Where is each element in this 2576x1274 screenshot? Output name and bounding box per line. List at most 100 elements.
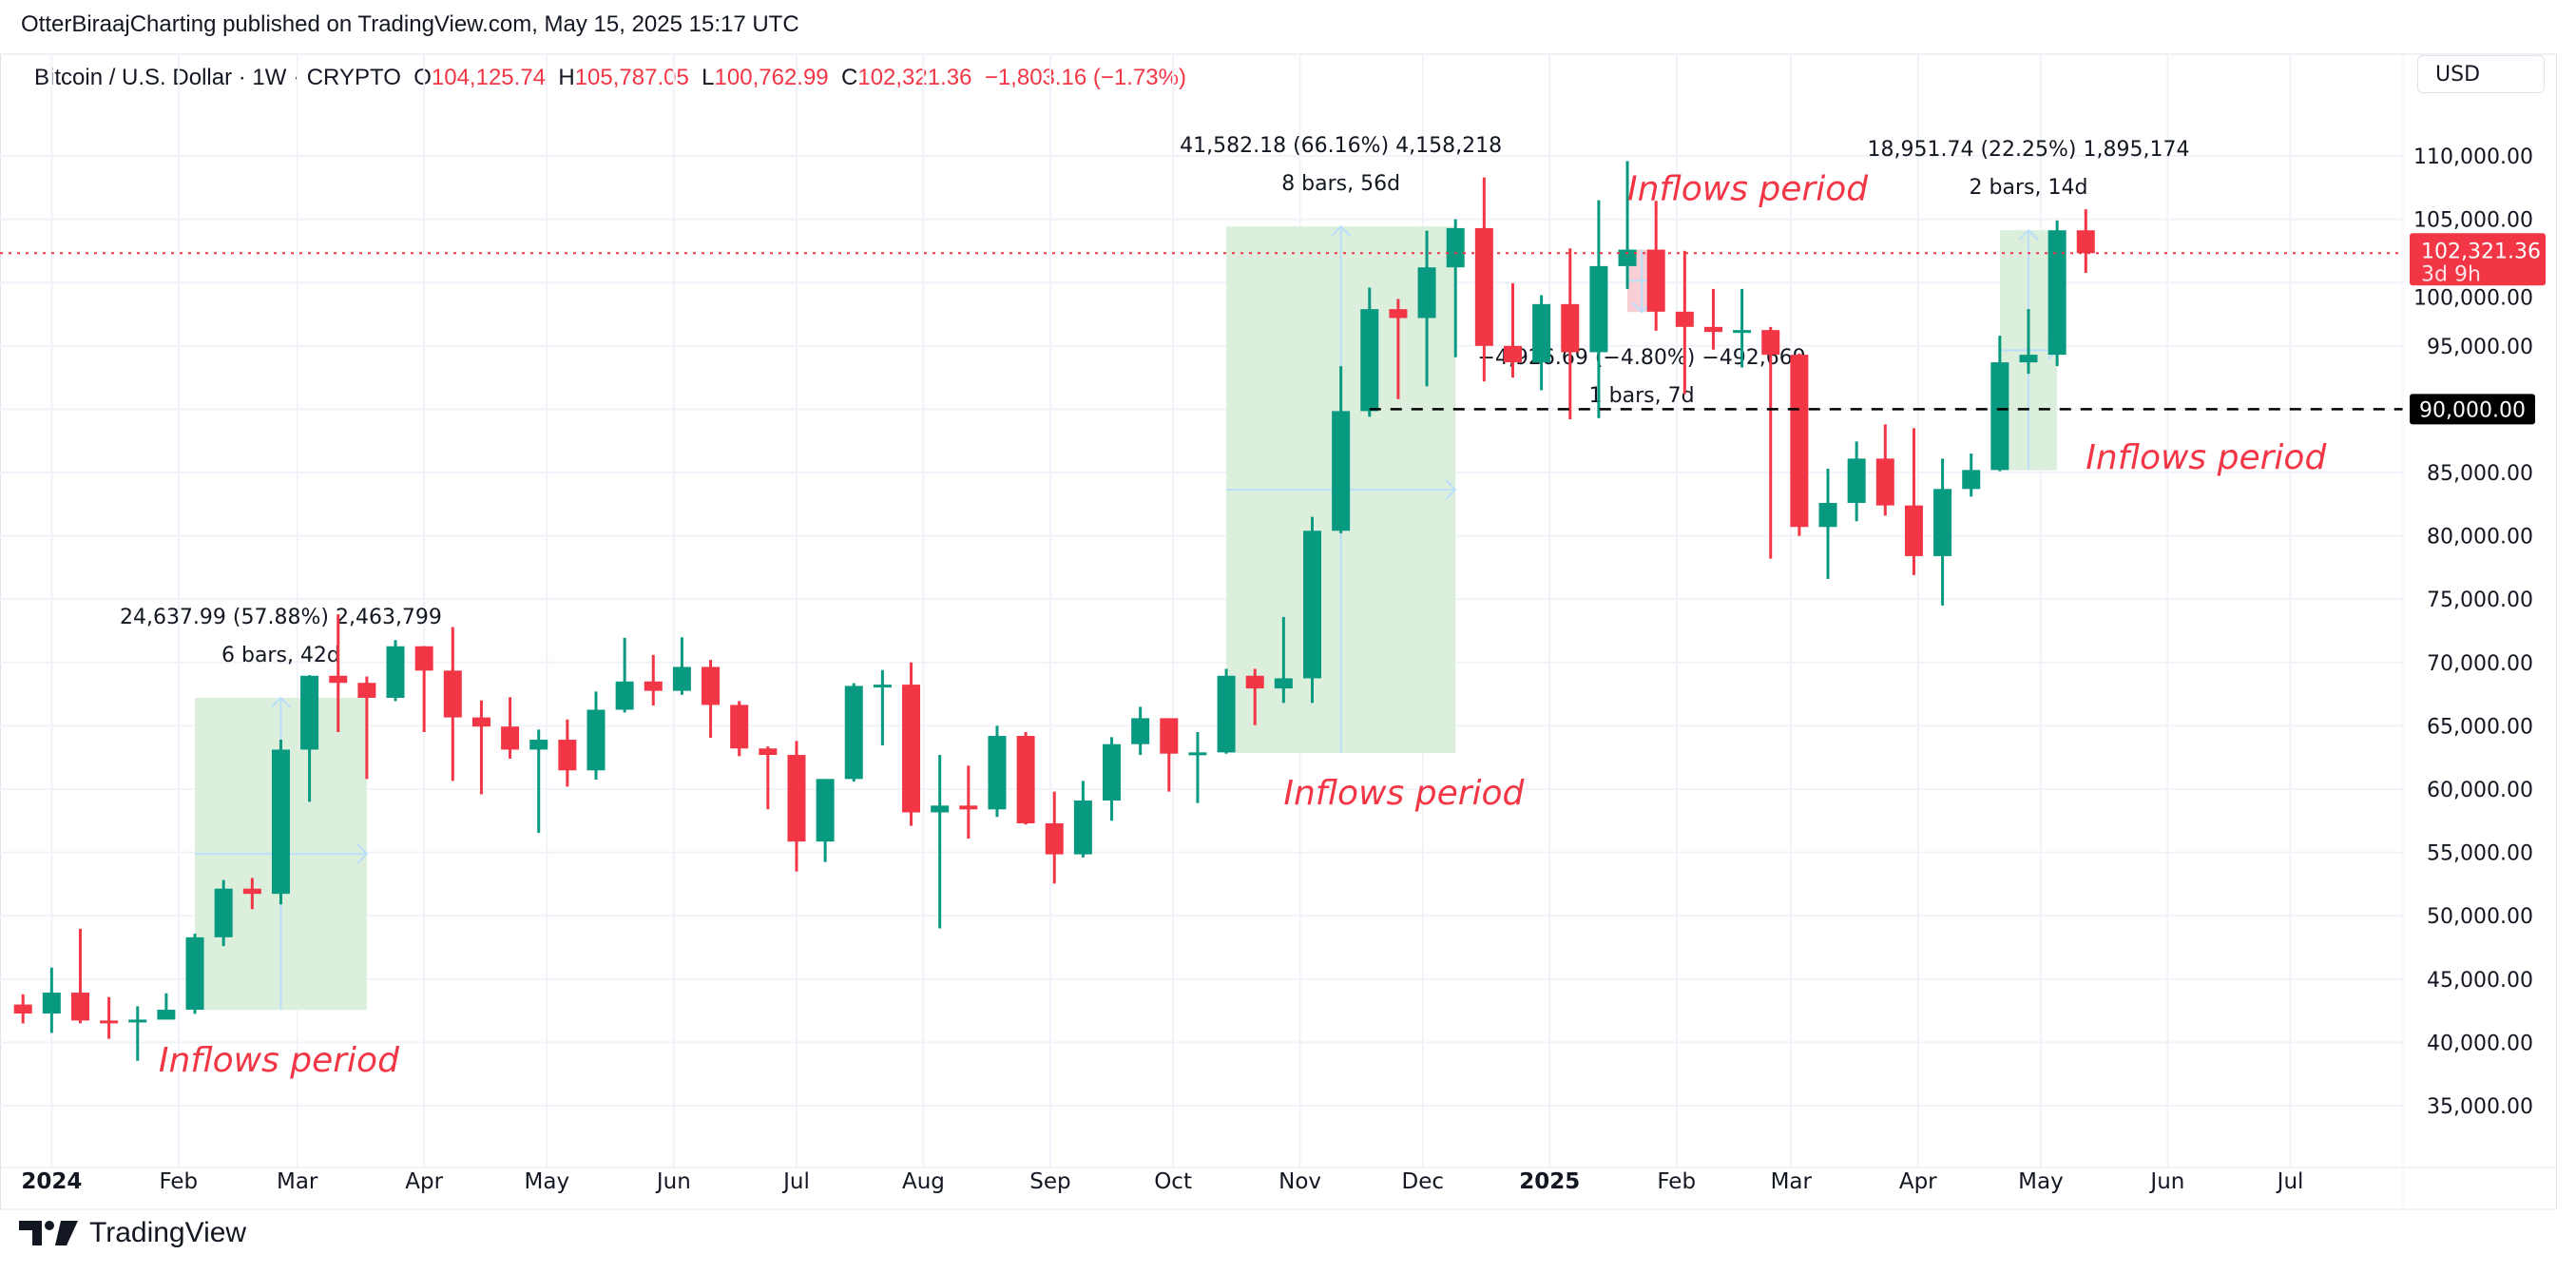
candle: [2019, 309, 2038, 375]
currency-button[interactable]: USD: [2417, 55, 2545, 93]
candle: [1360, 287, 1379, 417]
candle-body: [300, 675, 319, 750]
x-tick-label: 2025: [1519, 1169, 1580, 1194]
candle-body: [787, 755, 806, 842]
candle: [1589, 200, 1608, 418]
x-tick-label: Feb: [1657, 1169, 1696, 1194]
candle: [1245, 668, 1264, 725]
x-tick-label: Oct: [1154, 1169, 1192, 1194]
candle: [1962, 454, 1981, 497]
candle-body: [157, 1010, 176, 1020]
x-tick-label: Nov: [1278, 1169, 1321, 1194]
candle: [2047, 220, 2067, 367]
candle-body: [1733, 330, 1752, 334]
candle-body: [2019, 355, 2038, 363]
candle-body: [70, 993, 89, 1021]
candle-body: [1990, 362, 2009, 471]
candle-body: [672, 666, 691, 691]
axes: 110,000.00 105,000.00 100,000.00 95,000.00 8…: [0, 54, 2557, 1210]
candle: [1532, 295, 1551, 391]
candle-body: [1761, 330, 1780, 356]
candle: [100, 996, 119, 1039]
y-tick-label: 40,000.00: [2427, 1032, 2533, 1055]
x-tick-label: Jul: [781, 1169, 810, 1194]
candle: [1733, 288, 1752, 368]
candle: [1618, 161, 1637, 289]
y-tick-label: 60,000.00: [2427, 779, 2533, 802]
symbol-name[interactable]: Bitcoin / U.S. Dollar · 1W · CRYPTO: [34, 65, 401, 90]
candle-body: [1474, 227, 1493, 346]
candle-body: [1618, 249, 1637, 266]
tradingview-logo-icon: [19, 1221, 78, 1245]
y-tick-label: 100,000.00: [2413, 286, 2533, 310]
candle-body: [357, 683, 376, 698]
y-tick-label: 85,000.00: [2427, 462, 2533, 486]
candle: [214, 879, 233, 947]
y-tick-label: 80,000.00: [2427, 526, 2533, 550]
y-tick-label: 75,000.00: [2427, 589, 2533, 612]
candle: [1274, 616, 1293, 704]
candle: [1875, 424, 1894, 516]
x-tick-label: 2024: [21, 1169, 82, 1194]
y-tick-label: 70,000.00: [2427, 652, 2533, 676]
x-tick-label: Dec: [1401, 1169, 1444, 1194]
candle-body: [13, 1004, 32, 1014]
candle-body: [501, 726, 520, 750]
range-measurements[interactable]: 24,637.99 (57.88%) 2,463,799 6 bars, 42d 4…: [120, 134, 2190, 1011]
candle: [386, 640, 405, 702]
x-tick-label: Feb: [159, 1169, 198, 1194]
candle: [1160, 718, 1179, 792]
candle-body: [988, 736, 1007, 810]
candle: [2076, 209, 2095, 274]
candle: [1016, 732, 1035, 825]
range-bars-label: 1 bars, 7d: [1589, 384, 1695, 408]
inflows-period-annotation: Inflows period: [2086, 438, 2327, 477]
x-tick-label: Sep: [1029, 1169, 1070, 1194]
candle-body: [1818, 502, 1837, 528]
candle-body: [529, 740, 548, 750]
candle-body: [1503, 345, 1522, 363]
candle: [959, 765, 978, 839]
bar-countdown-label: 3d 9h: [2421, 262, 2481, 286]
candle: [586, 691, 606, 781]
range-price-label: −4,926.69 (−4.80%) −492,669: [1477, 346, 1805, 370]
candle-body: [386, 646, 405, 698]
horizontal-line-price-label: 90,000.00: [2419, 398, 2526, 422]
candle: [300, 675, 319, 802]
high-label: H: [558, 65, 575, 90]
candle: [1389, 299, 1408, 399]
candle: [1417, 230, 1436, 387]
footer: TradingView: [19, 1217, 246, 1249]
y-tick-label: 110,000.00: [2413, 145, 2533, 169]
inflows-period-annotation: Inflows period: [1627, 170, 1869, 209]
candle: [1103, 737, 1122, 821]
candle: [1790, 353, 1809, 536]
close-value: 102,321.36: [857, 65, 972, 90]
arrow-head-icon: [270, 696, 292, 708]
x-tick-label: Jun: [655, 1169, 691, 1194]
candle: [1561, 248, 1580, 420]
candle: [128, 1006, 147, 1061]
candle: [242, 878, 261, 910]
candle: [902, 662, 921, 826]
candle-body: [931, 805, 950, 813]
candle-body: [959, 805, 978, 810]
candle-body: [1217, 675, 1236, 753]
candle: [1703, 288, 1722, 350]
candle: [988, 725, 1007, 818]
y-tick-label: 35,000.00: [2427, 1095, 2533, 1119]
last-price-tag: [2410, 233, 2546, 286]
candle: [1904, 428, 1923, 575]
y-tick-label: 45,000.00: [2427, 969, 2533, 993]
arrow-head-icon: [2018, 228, 2039, 241]
inflows-period-annotation: Inflows period: [159, 1041, 400, 1080]
range-bars-label: 2 bars, 14d: [1970, 176, 2088, 200]
candle-body: [1933, 489, 1952, 556]
horizontal-line-price-tag: [2410, 394, 2535, 425]
candle-body: [414, 646, 433, 671]
candle-body: [816, 779, 835, 842]
candle: [1675, 250, 1694, 395]
candle-body: [1274, 678, 1293, 689]
